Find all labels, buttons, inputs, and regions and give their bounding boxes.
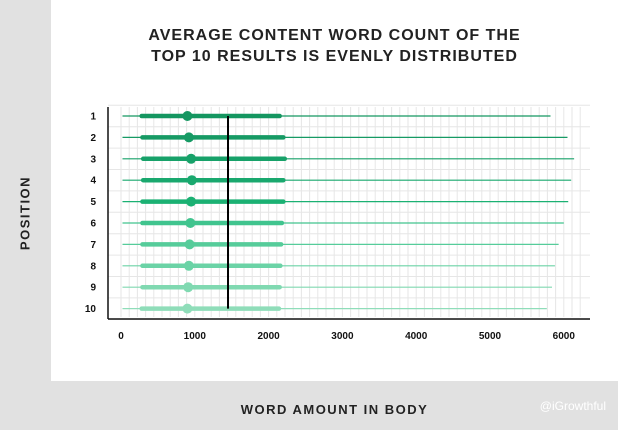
chart-title-line-1: AVERAGE CONTENT WORD COUNT OF THE bbox=[148, 27, 521, 44]
median-dot bbox=[186, 153, 197, 164]
median-dot bbox=[183, 282, 194, 293]
x-tick-label: 4000 bbox=[405, 331, 428, 342]
x-tick-label: 5000 bbox=[479, 331, 502, 342]
y-tick-label: 7 bbox=[90, 240, 96, 251]
median-dot bbox=[185, 218, 196, 228]
y-tick-label: 2 bbox=[90, 133, 96, 144]
y-tick-label: 10 bbox=[85, 304, 97, 315]
y-tick-label: 6 bbox=[90, 219, 96, 230]
median-dot bbox=[182, 111, 193, 121]
median-dot bbox=[183, 260, 194, 271]
x-tick-label: 6000 bbox=[553, 331, 576, 342]
y-tick-label: 9 bbox=[90, 283, 96, 294]
x-tick-label: 3000 bbox=[331, 331, 354, 342]
chart-plot: 0 1000 2000 3000 4000 5000 6000 1 2 3 4 5 6 7 8 9 10 bbox=[85, 104, 590, 342]
median-dot bbox=[184, 239, 195, 250]
y-tick-label: 3 bbox=[90, 154, 96, 165]
chart-title-line-2: TOP 10 RESULTS IS EVENLY DISTRIBUTED bbox=[151, 48, 518, 65]
y-tick-label: 5 bbox=[90, 197, 96, 208]
watermark: @iGrowthful bbox=[539, 399, 606, 413]
chart-title: AVERAGE CONTENT WORD COUNT OF THE TOP 10… bbox=[51, 25, 618, 67]
x-axis-label: WORD AMOUNT IN BODY bbox=[240, 402, 429, 417]
median-dot bbox=[186, 175, 197, 186]
median-dot bbox=[182, 303, 193, 314]
median-dot bbox=[183, 132, 194, 143]
y-tick-label: 1 bbox=[90, 112, 96, 123]
x-tick-label: 0 bbox=[118, 331, 124, 342]
y-tick-label: 4 bbox=[90, 176, 96, 187]
median-dot bbox=[186, 196, 197, 207]
x-tick-label: 2000 bbox=[257, 331, 280, 342]
y-tick-label: 8 bbox=[90, 261, 96, 272]
x-tick-label: 1000 bbox=[184, 331, 207, 342]
bottom-band: WORD AMOUNT IN BODY @iGrowthful bbox=[51, 381, 618, 430]
left-band: POSITION bbox=[0, 0, 51, 430]
